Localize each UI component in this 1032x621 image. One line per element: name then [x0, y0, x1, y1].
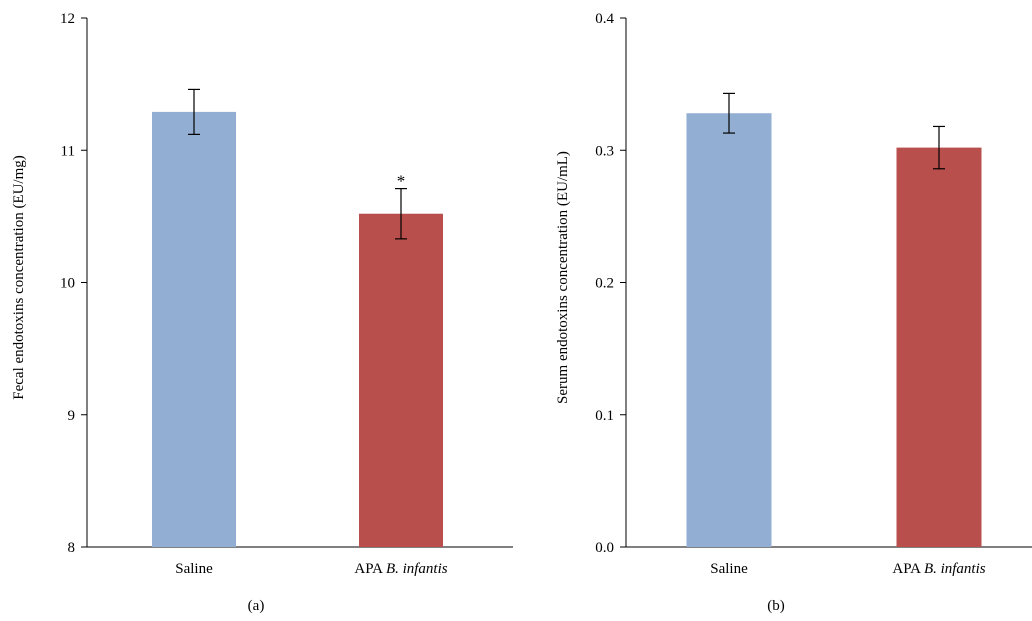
bar-apa-b-infantis [896, 147, 982, 548]
y-axis-label: Serum endotoxins concentration (EU/mL) [555, 151, 571, 404]
y-tick-label: 8 [68, 540, 76, 556]
y-tick-label: 11 [61, 143, 75, 159]
y-axis-label: Fecal endotoxins concentration (EU/mg) [11, 155, 27, 400]
x-tick-label-text: Saline [175, 561, 213, 577]
x-tick-label: APA B. infantis [892, 561, 985, 577]
bar-saline [152, 111, 236, 548]
x-tick-label: Saline [175, 561, 213, 577]
y-tick-label: 12 [60, 11, 75, 27]
y-tick-label: 10 [60, 276, 75, 292]
significance-marker: * [397, 172, 406, 191]
x-tick-label-text: APA [892, 561, 924, 577]
panel-label: (b) [767, 598, 785, 614]
bar-saline [686, 113, 772, 547]
y-tick-label: 0.2 [595, 276, 614, 292]
y-tick-label: 0.3 [595, 143, 614, 159]
panel-label: (a) [248, 598, 265, 614]
y-tick-label: 0.4 [595, 11, 614, 27]
chart-panel-a: 8 9 10 11 12 Fecal endotoxins concentration (… [11, 11, 513, 614]
x-tick-label-text: APA [354, 561, 386, 577]
y-tick-label: 0.1 [595, 408, 614, 424]
x-tick-label-italic: B. infantis [924, 561, 986, 577]
bar-apa-b-infantis [359, 213, 443, 548]
x-tick-label: APA B. infantis [354, 561, 447, 577]
y-tick-label: 9 [68, 408, 76, 424]
chart-panel-b: 0.0 0.1 0.2 0.3 0.4 Serum endotoxins concentr… [555, 11, 1032, 614]
y-tick-label: 0.0 [595, 540, 614, 556]
x-tick-label: Saline [710, 561, 748, 577]
x-tick-label-text: Saline [710, 561, 748, 577]
x-tick-label-italic: B. infantis [386, 561, 448, 577]
